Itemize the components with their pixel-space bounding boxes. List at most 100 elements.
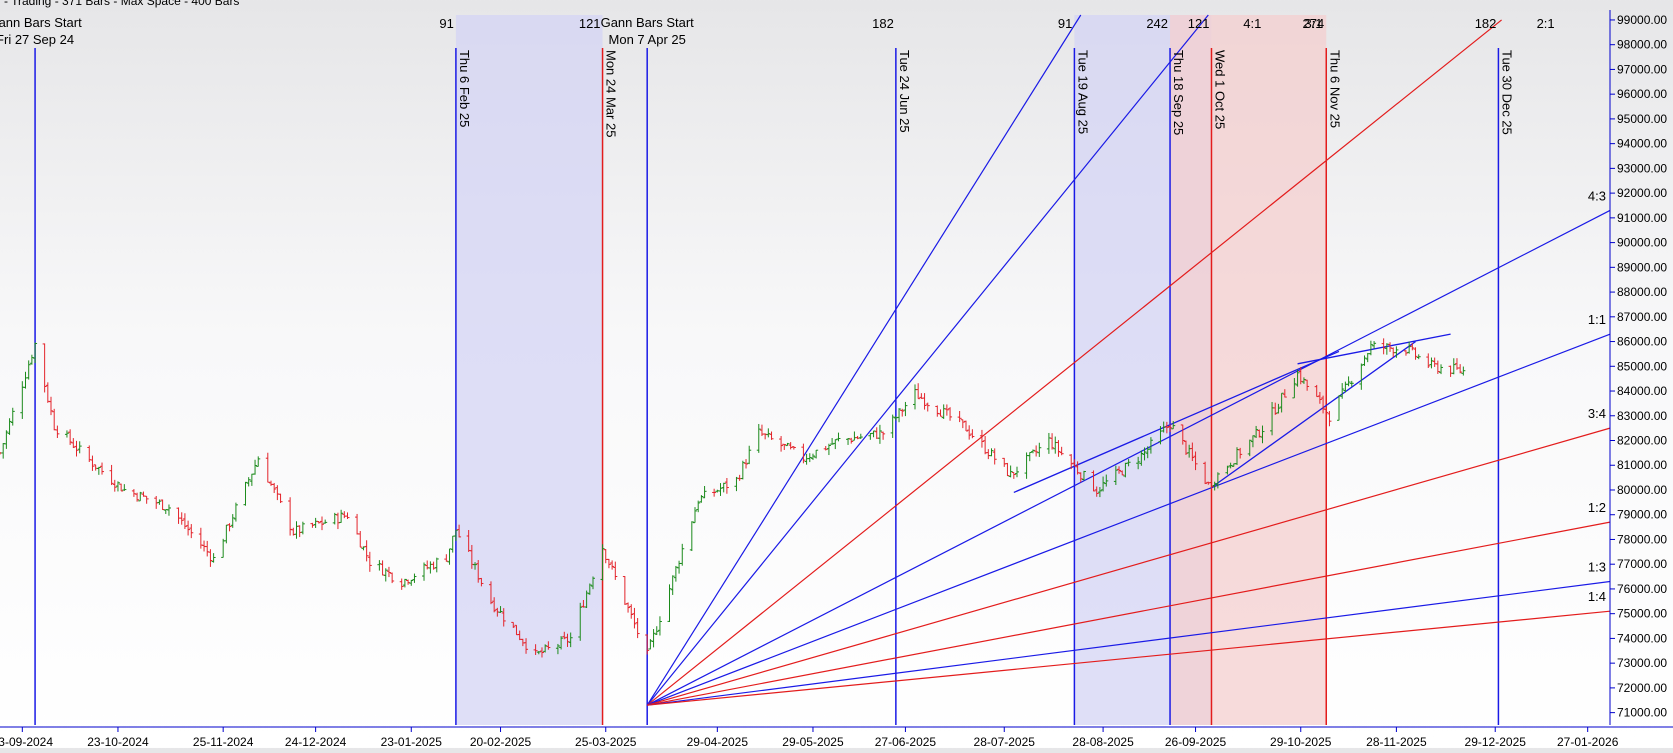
time-marker-count-0: 91 [439, 16, 453, 31]
ohlc-bar-243 [1078, 472, 1083, 483]
ohlc-bar-241 [1072, 459, 1077, 467]
date-tick-label-15: 29-12-2025 [1465, 735, 1527, 748]
price-tick-label-16: 83000.00 [1617, 409, 1667, 423]
trendline-2[interactable] [1297, 333, 1451, 365]
ohlc-bar-205 [912, 384, 917, 410]
ohlc-bar-237 [1053, 436, 1058, 454]
gann-start-title-1: Gann Bars Start [601, 15, 695, 30]
time-marker-count-5: 121 [1188, 16, 1210, 31]
ohlc-bar-115 [511, 621, 516, 628]
ohlc-bar-31 [135, 492, 140, 502]
fan-line-4[interactable] [646, 209, 1611, 706]
date-tick-label-9: 27-06-2025 [875, 735, 937, 748]
date-tick-label-2: 25-11-2024 [193, 735, 254, 748]
ohlc-bar-263 [1168, 424, 1173, 432]
time-marker-label-3: Tue 19 Aug 25 [1075, 50, 1090, 134]
ohlc-bar-320 [1426, 353, 1431, 368]
ohlc-bar-286 [1273, 402, 1278, 415]
ohlc-bar-121 [536, 651, 541, 655]
date-tick-label-3: 24-12-2024 [285, 735, 347, 748]
ohlc-bar-48 [208, 549, 213, 567]
ohlc-bar-167 [740, 460, 745, 480]
price-tick-label-22: 77000.00 [1617, 557, 1667, 571]
fan-line-3[interactable] [646, 19, 1502, 706]
fan-line-0[interactable] [646, 14, 1082, 706]
trendline-0[interactable] [1013, 350, 1340, 494]
ohlc-bar-222 [986, 449, 991, 460]
ohlc-bar-20 [87, 445, 92, 462]
date-tick-label-1: 23-10-2024 [87, 735, 149, 748]
ohlc-bar-176 [782, 443, 787, 450]
ohlc-bar-19 [77, 441, 82, 454]
ohlc-bar-90 [399, 578, 404, 590]
ohlc-bar-123 [543, 644, 548, 653]
fan-label-3: 2:1 [1537, 16, 1555, 31]
ohlc-bar-268 [1190, 442, 1195, 462]
ohlc-bar-226 [1005, 462, 1010, 477]
ohlc-bar-235 [1046, 432, 1051, 454]
gann-start-date-1: Mon 7 Apr 25 [609, 32, 686, 47]
ohlc-bar-79 [345, 512, 350, 519]
ohlc-bar-10 [42, 343, 47, 393]
ohlc-bar-164 [724, 478, 729, 494]
ohlc-bar-174 [769, 431, 774, 440]
ohlc-bar-322 [1432, 357, 1437, 367]
ohlc-bar-169 [747, 445, 752, 465]
fan-line-9[interactable] [647, 610, 1611, 706]
ohlc-bar-220 [979, 429, 984, 448]
ohlc-bar-224 [992, 448, 997, 465]
ohlc-bar-4 [10, 407, 15, 426]
fan-line-7[interactable] [647, 521, 1611, 706]
ohlc-bar-246 [1094, 486, 1099, 497]
ohlc-bar-100 [444, 554, 449, 562]
ohlc-bar-88 [386, 566, 391, 578]
date-tick-label-11: 28-08-2025 [1072, 735, 1134, 748]
ohlc-bar-132 [584, 590, 589, 609]
ohlc-bar-128 [565, 633, 570, 647]
ohlc-bar-140 [622, 576, 627, 605]
ohlc-bar-187 [830, 438, 835, 445]
price-tick-label-4: 95000.00 [1617, 112, 1667, 126]
ohlc-bar-262 [1164, 421, 1169, 434]
date-tick-label-6: 25-03-2025 [575, 735, 637, 748]
ohlc-bar-329 [1461, 366, 1466, 376]
fan-line-5[interactable] [646, 333, 1611, 706]
ohlc-bar-110 [488, 581, 493, 605]
gann-start-date-0: Fri 27 Sep 24 [0, 32, 74, 47]
ohlc-bar-154 [680, 543, 685, 566]
price-tick-label-14: 85000.00 [1617, 359, 1667, 373]
ohlc-bar-160 [712, 488, 717, 497]
ohlc-bar-89 [390, 572, 395, 584]
ohlc-bar-325 [1448, 365, 1453, 377]
ohlc-bar-318 [1413, 347, 1418, 360]
ohlc-bar-162 [718, 483, 723, 496]
date-tick-label-10: 28-07-2025 [974, 735, 1036, 748]
ohlc-bar-32 [138, 491, 143, 502]
ohlc-bar-11 [45, 382, 50, 403]
ohlc-bar-230 [1024, 452, 1029, 479]
price-tick-label-9: 90000.00 [1617, 236, 1667, 250]
date-tick-label-0: 23-09-2024 [0, 735, 53, 748]
date-tick-label-14: 28-11-2025 [1366, 735, 1427, 748]
fan-line-1[interactable] [646, 14, 1209, 706]
ohlc-bar-289 [1282, 389, 1287, 398]
fan-line-8[interactable] [647, 580, 1611, 706]
trendline-1[interactable] [1211, 341, 1416, 489]
ohlc-bar-159 [702, 486, 707, 499]
ohlc-bar-17 [71, 438, 76, 449]
ohlc-bar-102 [450, 535, 455, 553]
ohlc-bar-158 [699, 495, 704, 503]
ohlc-bar-139 [613, 561, 618, 580]
price-tick-label-3: 96000.00 [1617, 87, 1667, 101]
ohlc-bar-149 [657, 616, 662, 636]
ohlc-bar-142 [629, 604, 634, 619]
ohlc-bar-293 [1301, 377, 1306, 384]
price-tick-label-0: 99000.00 [1617, 13, 1667, 27]
ohlc-bar-70 [310, 522, 315, 528]
ohlc-bar-303 [1346, 376, 1351, 387]
ohlc-bar-46 [202, 540, 207, 552]
ohlc-bar-229 [1015, 466, 1020, 478]
fan-line-6[interactable] [647, 427, 1611, 706]
